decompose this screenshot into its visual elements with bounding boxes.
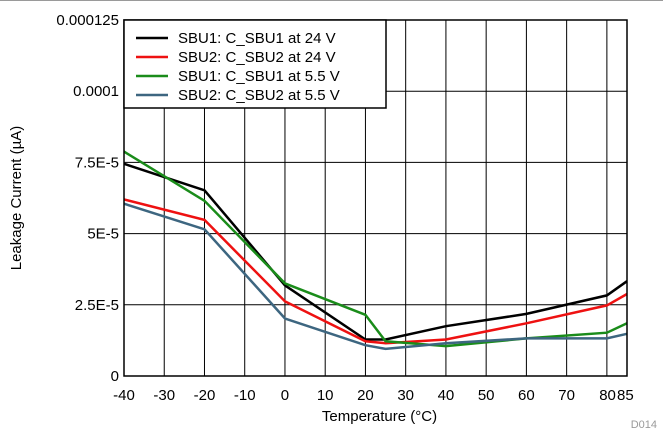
legend-label: SBU1: C_SBU1 at 5.5 V: [178, 68, 340, 85]
x-tick-labels: -40 -30 -20 -10 0 10 20 30 40 50 60 70 80 85: [113, 387, 634, 404]
x-tick-label: 20: [357, 387, 374, 404]
y-tick-label: 0.0001: [73, 83, 119, 100]
y-tick-labels: 0 2.5E-5 5E-5 7.5E-5 0.0001 0.000125: [56, 12, 119, 385]
legend: SBU1: C_SBU1 at 24 V SBU2: C_SBU2 at 24 V…: [123, 19, 387, 109]
y-tick-label: 0.000125: [56, 12, 119, 29]
x-tick-label: 85: [617, 387, 634, 404]
series-line-4: [123, 202, 628, 351]
y-tick-label: 0: [111, 368, 119, 385]
x-tick-label: 30: [397, 387, 414, 404]
legend-label: SBU1: C_SBU1 at 24 V: [178, 30, 336, 47]
legend-label: SBU2: C_SBU2 at 24 V: [178, 49, 336, 66]
top-rule: [0, 0, 663, 1]
series-line-1: [123, 162, 628, 341]
x-tick-label: 80: [599, 387, 616, 404]
legend-box: [123, 19, 387, 109]
x-tick-label: -10: [234, 387, 256, 404]
y-tick-label: 5E-5: [87, 226, 119, 243]
x-tick-label: -40: [113, 387, 135, 404]
series-line-2: [123, 198, 628, 345]
x-tick-label: 40: [438, 387, 455, 404]
series-layer: [123, 150, 628, 351]
y-tick-label: 2.5E-5: [75, 297, 119, 314]
y-axis-title: Leakage Current (µA): [8, 126, 25, 271]
series-line-3: [123, 150, 628, 348]
x-tick-label: 0: [281, 387, 289, 404]
x-tick-label: 70: [558, 387, 575, 404]
x-tick-label: 60: [518, 387, 535, 404]
x-tick-label: -30: [153, 387, 175, 404]
x-tick-label: 50: [478, 387, 495, 404]
legend-label: SBU2: C_SBU2 at 5.5 V: [178, 87, 340, 104]
figure-code: D014: [631, 419, 657, 431]
y-tick-label: 7.5E-5: [75, 154, 119, 171]
x-axis-title: Temperature (°C): [322, 408, 437, 425]
x-tick-label: -20: [194, 387, 216, 404]
x-tick-label: 10: [317, 387, 334, 404]
